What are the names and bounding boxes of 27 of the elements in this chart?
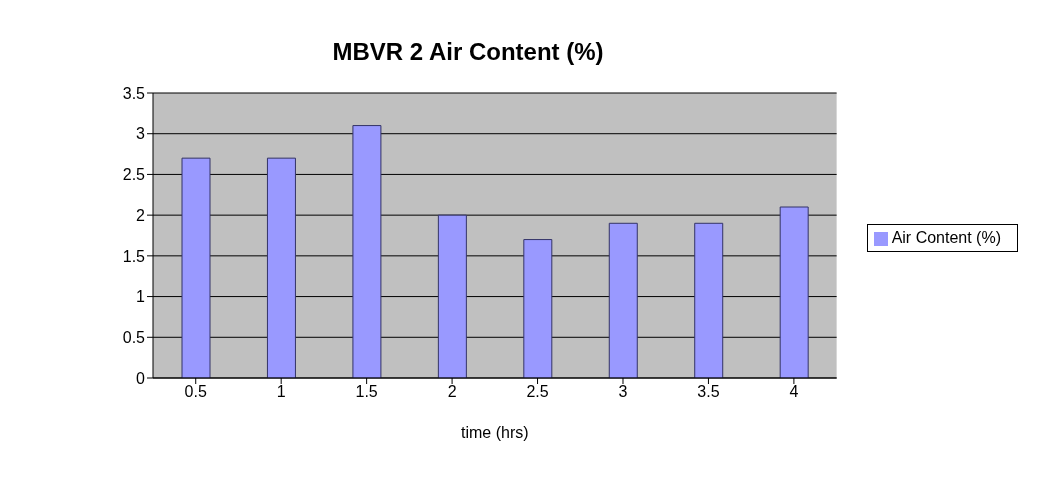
bar xyxy=(352,125,382,378)
y-tick-label: 0 xyxy=(136,369,146,387)
bar xyxy=(608,222,638,378)
x-tick-label: 0.5 xyxy=(184,383,207,401)
x-tick-label: 1 xyxy=(276,383,286,401)
x-tick-label: 2.5 xyxy=(526,383,549,401)
bar xyxy=(266,157,296,378)
bar xyxy=(523,239,553,378)
x-axis-title: time (hrs) xyxy=(461,424,529,441)
y-tick-label: 1.5 xyxy=(122,247,146,265)
bar xyxy=(694,222,724,378)
x-tick-label: 4 xyxy=(789,383,799,401)
y-tick-label: 3.5 xyxy=(122,84,146,102)
x-tick-label: 3 xyxy=(618,383,628,401)
y-tick-label: 1 xyxy=(136,288,146,306)
bar xyxy=(181,157,211,378)
legend-label: Air Content (%) xyxy=(891,229,1001,246)
x-tick-label: 1.5 xyxy=(355,383,378,401)
y-tick-label: 2 xyxy=(136,206,146,224)
y-tick-label: 2.5 xyxy=(122,166,146,184)
chart-title: MBVR 2 Air Content (%) xyxy=(331,38,605,66)
x-tick-label: 3.5 xyxy=(697,383,720,401)
y-tick-label: 3 xyxy=(136,125,146,143)
bar xyxy=(437,214,467,378)
bar xyxy=(779,206,809,378)
y-tick-label: 0.5 xyxy=(122,328,146,346)
x-tick-label: 2 xyxy=(447,383,457,401)
